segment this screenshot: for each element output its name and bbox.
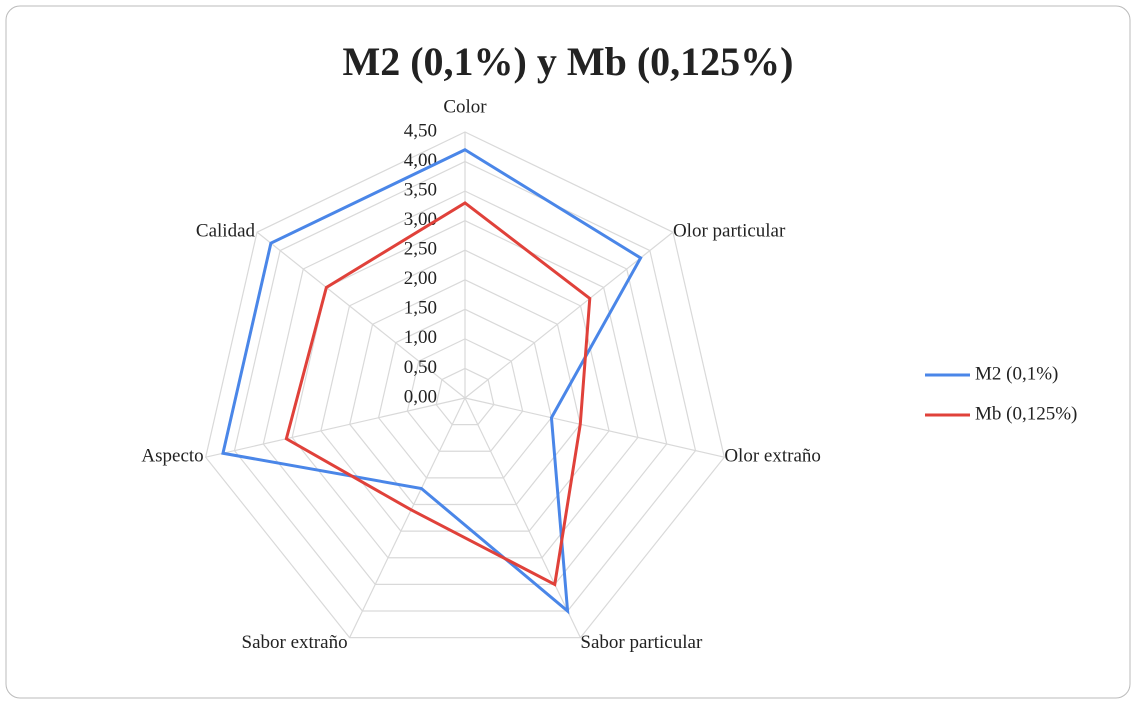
grid-ring: [233, 160, 697, 612]
spoke: [205, 397, 466, 458]
y-tick-label: 0,00: [404, 386, 437, 407]
spoke: [349, 397, 466, 638]
grid-ring: [435, 367, 495, 426]
y-tick-label: 1,00: [404, 327, 437, 348]
spoke: [256, 231, 466, 399]
category-label: Olor extraño: [724, 446, 821, 467]
category-label: Olor particular: [673, 221, 786, 242]
series-line: [284, 201, 592, 587]
series-line: [221, 148, 643, 615]
category-label: Aspecto: [141, 446, 203, 467]
category-label: Calidad: [196, 221, 256, 242]
grid-ring: [205, 131, 725, 639]
category-label: Color: [443, 96, 487, 117]
grid-ring: [377, 308, 553, 479]
category-label: Sabor particular: [580, 632, 703, 653]
legend-label: Mb (0,125%): [975, 403, 1077, 424]
grid-ring: [262, 190, 668, 586]
grid-ring: [406, 338, 524, 452]
spoke: [464, 397, 581, 638]
category-label: Sabor extraño: [242, 632, 348, 653]
y-tick-label: 2,00: [404, 268, 437, 289]
y-tick-label: 4,50: [404, 120, 437, 141]
legend-label: M2 (0,1%): [975, 363, 1058, 384]
y-tick-label: 4,00: [404, 150, 437, 171]
chart-title: M2 (0,1%) y Mb (0,125%): [342, 39, 793, 84]
grid-ring: [349, 279, 581, 506]
spoke: [464, 397, 725, 458]
y-tick-label: 1,50: [404, 298, 437, 319]
y-tick-label: 3,00: [404, 209, 437, 230]
y-tick-label: 2,50: [404, 239, 437, 260]
grid-ring: [320, 249, 610, 532]
chart-frame: [5, 5, 1131, 699]
y-tick-label: 3,50: [404, 179, 437, 200]
y-tick-label: 0,50: [404, 357, 437, 378]
